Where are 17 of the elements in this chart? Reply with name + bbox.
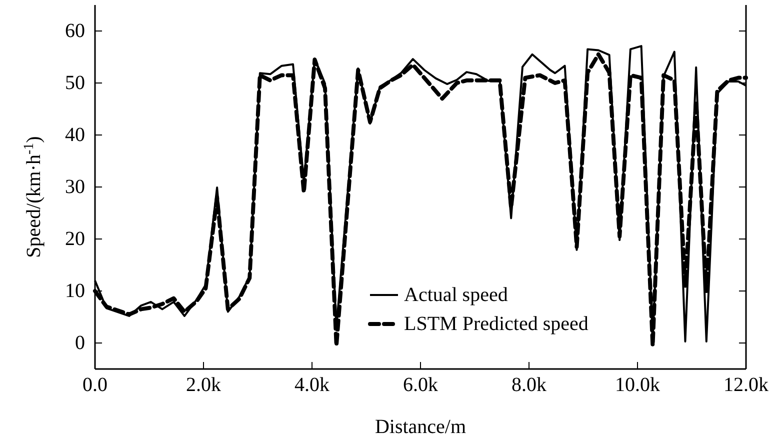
- y-tick-label: 20: [65, 228, 85, 250]
- x-tick-label: 8.0k: [512, 374, 546, 396]
- y-tick-label: 10: [65, 280, 85, 302]
- x-tick-label: 10.0k: [615, 374, 660, 396]
- y-tick-label: 40: [65, 124, 85, 146]
- y-tick-label: 0: [75, 332, 85, 354]
- y-tick-label: 50: [65, 72, 85, 94]
- x-tick-label: 6.0k: [403, 374, 438, 396]
- x-tick-label: 0.0: [82, 374, 108, 396]
- y-tick-label: 60: [65, 20, 85, 42]
- x-tick-label: 2.0k: [186, 374, 221, 396]
- legend-label: LSTM Predicted speed: [404, 313, 588, 335]
- x-tick-label: 4.0k: [294, 374, 330, 396]
- x-tick-label: 12.0k: [724, 374, 768, 396]
- x-axis-title: Distance/m: [374, 416, 466, 438]
- legend-label: Actual speed: [404, 284, 508, 306]
- y-tick-label: 30: [65, 176, 85, 198]
